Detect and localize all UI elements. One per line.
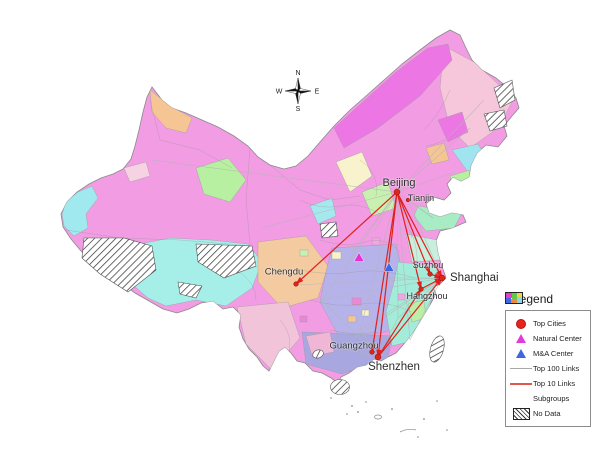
top10-link-beijing-shanghai bbox=[396, 191, 443, 279]
center-marker-natural-center bbox=[353, 252, 365, 262]
top10-links-layer bbox=[295, 191, 443, 358]
city-marker-chengdu bbox=[293, 281, 299, 287]
top10-link-beijing-hangzhou bbox=[396, 191, 422, 290]
top10-link-shenzhen-hangzhou bbox=[377, 288, 422, 358]
legend-item-natural-center: Natural Center bbox=[509, 331, 587, 346]
legend-box: Top Cities Natural Center M&A Center Top… bbox=[505, 292, 591, 427]
legend-item-subgroups: Subgroups bbox=[505, 292, 587, 406]
city-marker-tianjin bbox=[405, 197, 411, 203]
top10-link-beijing-shenzhen bbox=[376, 191, 398, 358]
top10-link-hangzhou-shanghai bbox=[420, 277, 443, 290]
compass-east-label: E bbox=[315, 89, 320, 96]
legend: Legend Top Cities Natural Center M&A Cen… bbox=[505, 292, 591, 427]
legend-title: Legend bbox=[513, 292, 554, 306]
natural-center-icon bbox=[509, 334, 533, 343]
legend-item-top10-links: Top 10 Links bbox=[509, 376, 587, 391]
city-marker-guangzhou bbox=[369, 349, 375, 355]
compass-west-label: W bbox=[276, 89, 283, 96]
top100-links-layer bbox=[151, 99, 485, 358]
center-markers-layer bbox=[353, 252, 395, 272]
center-marker-m-a-center bbox=[383, 262, 395, 272]
legend-item-no-data: No Data bbox=[509, 406, 587, 421]
no-data-icon bbox=[509, 407, 533, 420]
top10-link-beijing-suzhou bbox=[396, 191, 431, 275]
compass-north-label: N bbox=[295, 70, 300, 77]
city-marker-suzhou bbox=[427, 271, 433, 277]
ma-center-icon bbox=[509, 349, 533, 358]
top100-links-icon bbox=[509, 368, 533, 369]
island-specks bbox=[330, 397, 448, 438]
top10-link-shenzhen-shanghai bbox=[377, 277, 443, 358]
city-marker-hangzhou bbox=[418, 286, 424, 292]
top-cities-icon bbox=[509, 318, 533, 329]
compass-rose: N E S W bbox=[276, 70, 320, 113]
compass-south-label: S bbox=[296, 106, 301, 113]
city-marker-shanghai bbox=[438, 274, 446, 282]
city-marker-shenzhen bbox=[374, 353, 382, 361]
legend-item-ma-center: M&A Center bbox=[509, 346, 587, 361]
legend-item-top100-links: Top 100 Links bbox=[509, 361, 587, 376]
city-markers-layer bbox=[293, 188, 446, 361]
no-data-regions bbox=[81, 79, 516, 395]
city-marker-beijing bbox=[393, 188, 401, 196]
top10-link-beijing-chengdu bbox=[295, 191, 398, 285]
top10-link-beijing-guangzhou bbox=[370, 191, 398, 353]
top10-links-icon bbox=[509, 382, 533, 385]
legend-item-top-cities: Top Cities bbox=[509, 316, 587, 331]
